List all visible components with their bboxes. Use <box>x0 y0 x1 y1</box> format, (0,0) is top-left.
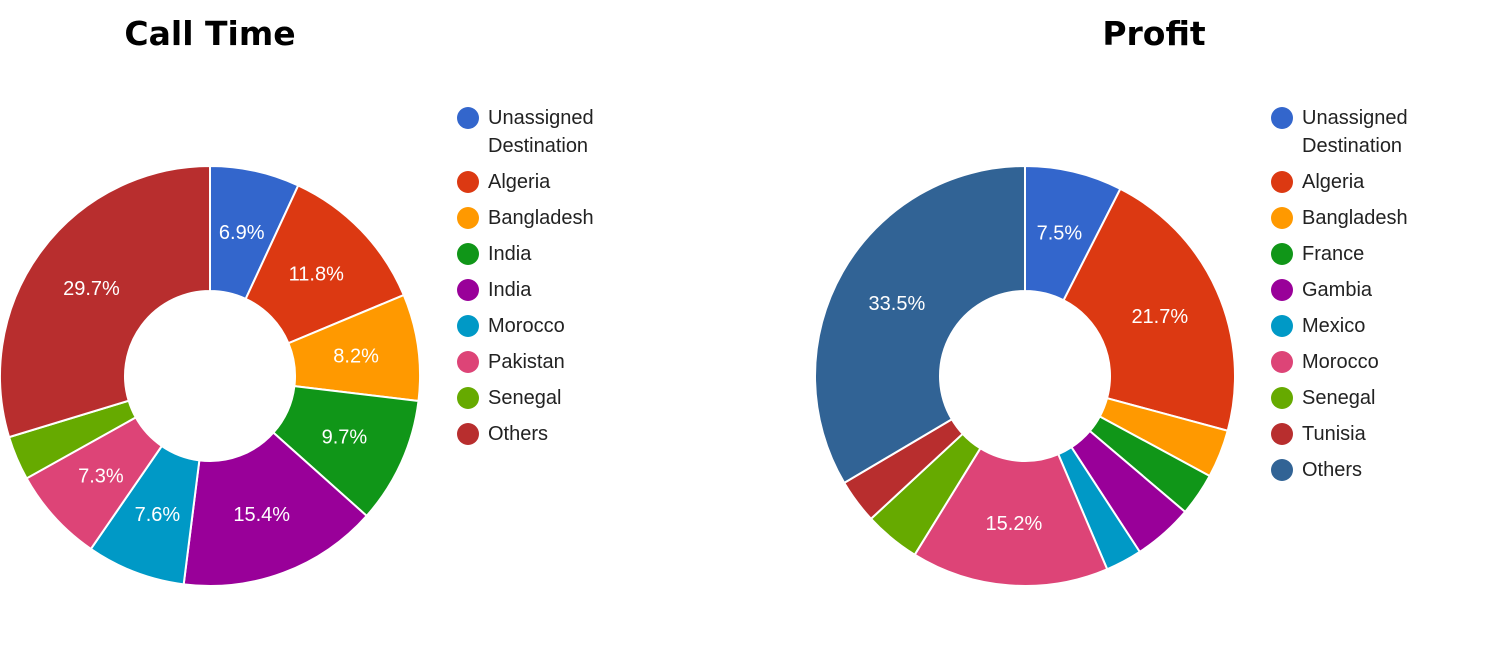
legend-item[interactable]: Senegal <box>457 384 628 412</box>
legend-swatch-icon <box>1271 423 1293 445</box>
legend-label: Algeria <box>1302 171 1365 193</box>
legend-swatch-icon <box>1271 243 1293 265</box>
legend-label: France <box>1302 243 1365 265</box>
legend-label: Tunisia <box>1302 423 1366 445</box>
legend-swatch-icon <box>457 207 479 229</box>
slice-label: 6.9% <box>219 222 265 244</box>
legend-label: India <box>488 243 532 265</box>
legend-item[interactable]: India <box>457 276 628 304</box>
profit-chart: Profit 7.5% 21.7% 15.2% 33.5% Unassigned De… <box>744 0 1487 647</box>
legend-swatch-icon <box>1271 107 1293 129</box>
legend-item[interactable]: Gambia <box>1271 276 1442 304</box>
legend-item[interactable]: Pakistan <box>457 348 628 376</box>
slice-label: 29.7% <box>63 278 120 300</box>
legend-label: Unassigned Destination <box>1302 107 1408 157</box>
slice-india[interactable] <box>182 431 369 587</box>
slice-label: 7.3% <box>78 465 124 487</box>
legend-swatch-icon <box>457 423 479 445</box>
legend-label: Gambia <box>1302 279 1373 301</box>
legend-swatch-icon <box>1271 171 1293 193</box>
legend-label: Bangladesh <box>488 207 594 229</box>
profit-donut: 7.5% 21.7% 15.2% 33.5% <box>814 164 1236 587</box>
legend-item[interactable]: Senegal <box>1271 384 1442 412</box>
legend-item[interactable]: Algeria <box>1271 168 1442 196</box>
slice-label: 33.5% <box>869 293 926 315</box>
call-time-legend: Unassigned Destination Algeria Bangladesh I… <box>457 104 628 456</box>
legend-swatch-icon <box>457 315 479 337</box>
legend-swatch-icon <box>457 107 479 129</box>
legend-label: India <box>488 279 532 301</box>
legend-swatch-icon <box>457 279 479 301</box>
legend-label: Others <box>1302 459 1363 481</box>
legend-item[interactable]: Bangladesh <box>1271 204 1442 232</box>
legend-swatch-icon <box>457 171 479 193</box>
legend-swatch-icon <box>1271 351 1293 373</box>
slice-label: 11.8% <box>289 264 344 286</box>
slice-label: 15.4% <box>233 504 290 526</box>
profit-legend: Unassigned Destination Algeria Bangladesh F… <box>1271 104 1442 492</box>
legend-label: Morocco <box>488 315 565 337</box>
slice-label: 7.6% <box>135 504 181 526</box>
call-time-donut: 6.9% 11.8% 8.2% 9.7% 15.4% 7.6% 7.3% 29.7% <box>0 164 421 587</box>
slice-algeria[interactable] <box>1062 187 1236 433</box>
legend-swatch-icon <box>457 387 479 409</box>
slice-label: 8.2% <box>333 346 379 368</box>
legend-swatch-icon <box>1271 207 1293 229</box>
slice-label: 7.5% <box>1037 223 1083 245</box>
chart-title: Profit <box>1102 14 1206 53</box>
legend-label: Others <box>488 423 549 445</box>
call-time-chart: Call Time 6.9% 11.8% 8.2% 9.7% 15.4% 7.6% 7.3%… <box>0 0 743 647</box>
legend-item[interactable]: Tunisia <box>1271 420 1442 448</box>
legend-label: Unassigned Destination <box>488 107 594 157</box>
chart-title: Call Time <box>124 14 296 53</box>
legend-item[interactable]: Bangladesh <box>457 204 628 232</box>
slice-label: 15.2% <box>986 513 1043 535</box>
legend-item[interactable]: India <box>457 240 628 268</box>
legend-item[interactable]: Mexico <box>1271 312 1442 340</box>
legend-label: Bangladesh <box>1302 207 1408 229</box>
slice-morocco[interactable] <box>913 446 1109 587</box>
legend-item[interactable]: Unassigned Destination <box>457 104 628 160</box>
legend-item[interactable]: Algeria <box>457 168 628 196</box>
legend-label: Senegal <box>488 387 562 409</box>
legend-item[interactable]: Others <box>457 420 628 448</box>
legend-label: Senegal <box>1302 387 1376 409</box>
slice-label: 21.7% <box>1131 306 1188 328</box>
slice-label: 9.7% <box>322 427 368 449</box>
legend-label: Morocco <box>1302 351 1379 373</box>
legend-swatch-icon <box>1271 459 1293 481</box>
legend-item[interactable]: Others <box>1271 456 1442 484</box>
legend-swatch-icon <box>1271 315 1293 337</box>
legend-item[interactable]: Morocco <box>1271 348 1442 376</box>
slice-others[interactable] <box>0 164 211 439</box>
legend-item[interactable]: France <box>1271 240 1442 268</box>
legend-swatch-icon <box>1271 387 1293 409</box>
legend-item[interactable]: Morocco <box>457 312 628 340</box>
legend-label: Mexico <box>1302 315 1366 337</box>
legend-swatch-icon <box>457 243 479 265</box>
legend-swatch-icon <box>457 351 479 373</box>
legend-item[interactable]: Unassigned Destination <box>1271 104 1442 160</box>
legend-label: Algeria <box>488 171 551 193</box>
slice-others[interactable] <box>814 164 1026 485</box>
legend-label: Pakistan <box>488 351 565 373</box>
legend-swatch-icon <box>1271 279 1293 301</box>
